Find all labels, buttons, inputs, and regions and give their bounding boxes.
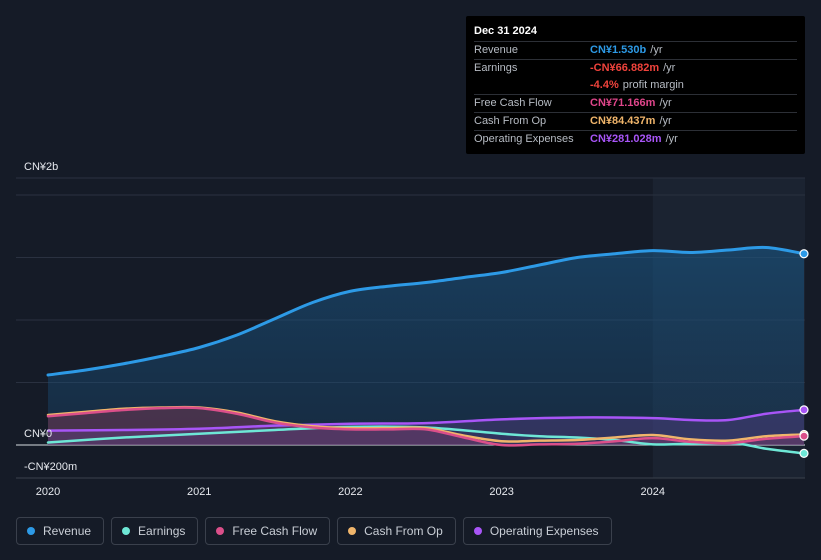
legend-label: Revenue: [43, 524, 92, 538]
operating-expenses-end-point: [799, 405, 809, 415]
tooltip-label: [474, 77, 590, 94]
y-axis-label: -CN¥200m: [24, 461, 77, 473]
y-axis-label: CN¥2b: [24, 161, 58, 173]
free-cash-flow-area: [48, 407, 804, 446]
tooltip-value: CN¥281.028m: [590, 133, 662, 145]
chart-legend: Revenue Earnings Free Cash Flow Cash Fro…: [16, 517, 612, 545]
operating-expenses-dot-icon: [473, 527, 482, 535]
x-axis-label: 2022: [338, 486, 362, 498]
y-axis-label: CN¥0: [24, 428, 52, 440]
revenue-end-point: [799, 249, 809, 259]
legend-label: Cash From Op: [364, 524, 443, 538]
tooltip-value: CN¥84.437m: [590, 115, 656, 127]
x-axis-label: 2021: [187, 486, 211, 498]
tooltip-panel: Dec 31 2024 Revenue CN¥1.530b /yr Earnin…: [466, 16, 805, 154]
tooltip-row-operating-expenses: Operating Expenses CN¥281.028m /yr: [474, 130, 797, 148]
legend-item-cash-from-op[interactable]: Cash From Op: [337, 517, 456, 545]
tooltip-date: Dec 31 2024: [474, 25, 537, 37]
revenue-area: [48, 247, 804, 445]
tooltip-row-profit-margin: -4.4% profit margin: [474, 77, 797, 94]
tooltip-row-earnings: Earnings -CN¥66.882m /yr: [474, 59, 797, 77]
x-axis-label: 2020: [36, 486, 60, 498]
operating-expenses-line: [46, 408, 806, 432]
tooltip-value: CN¥1.530b: [590, 44, 647, 56]
tooltip-label: Revenue: [474, 44, 519, 56]
revenue-line: [46, 245, 806, 377]
free-cash-flow-dot-icon: [216, 527, 225, 535]
tooltip-value: CN¥71.166m: [590, 97, 656, 109]
x-axis-label: 2024: [641, 486, 665, 498]
legend-item-earnings[interactable]: Earnings: [111, 517, 199, 545]
legend-label: Free Cash Flow: [232, 524, 318, 538]
tooltip-unit: /yr: [659, 115, 672, 127]
revenue-dot-icon: [27, 527, 35, 535]
tooltip-label: Free Cash Flow: [474, 97, 552, 109]
earnings-end-point: [799, 448, 809, 458]
cash-from-op-dot-icon: [348, 527, 357, 535]
tooltip-value: -CN¥66.882m: [590, 62, 660, 74]
tooltip-row-cash-from-op: Cash From Op CN¥84.437m /yr: [474, 112, 797, 130]
tooltip-row-revenue: Revenue CN¥1.530b /yr: [474, 41, 797, 59]
legend-item-free-cash-flow[interactable]: Free Cash Flow: [205, 517, 331, 545]
x-axis-label: 2023: [489, 486, 513, 498]
free-cash-flow-end-point: [799, 431, 809, 441]
legend-label: Earnings: [138, 524, 186, 538]
tooltip-unit: /yr: [650, 44, 663, 56]
earnings-dot-icon: [122, 527, 131, 535]
tooltip-label: Operating Expenses: [474, 133, 574, 145]
legend-label: Operating Expenses: [489, 524, 599, 538]
tooltip-unit: /yr: [663, 62, 676, 74]
free-cash-flow-line: [46, 406, 806, 447]
tooltip-unit: /yr: [665, 133, 678, 145]
tooltip-value: -4.4%: [590, 79, 619, 91]
legend-item-revenue[interactable]: Revenue: [16, 517, 105, 545]
tooltip-label: Cash From Op: [474, 115, 547, 127]
tooltip-label: Earnings: [474, 62, 518, 74]
tooltip-unit: profit margin: [622, 79, 684, 91]
tooltip-unit: /yr: [659, 97, 672, 109]
legend-item-operating-expenses[interactable]: Operating Expenses: [462, 517, 612, 545]
tooltip-row-free-cash-flow: Free Cash Flow CN¥71.166m /yr: [474, 94, 797, 112]
